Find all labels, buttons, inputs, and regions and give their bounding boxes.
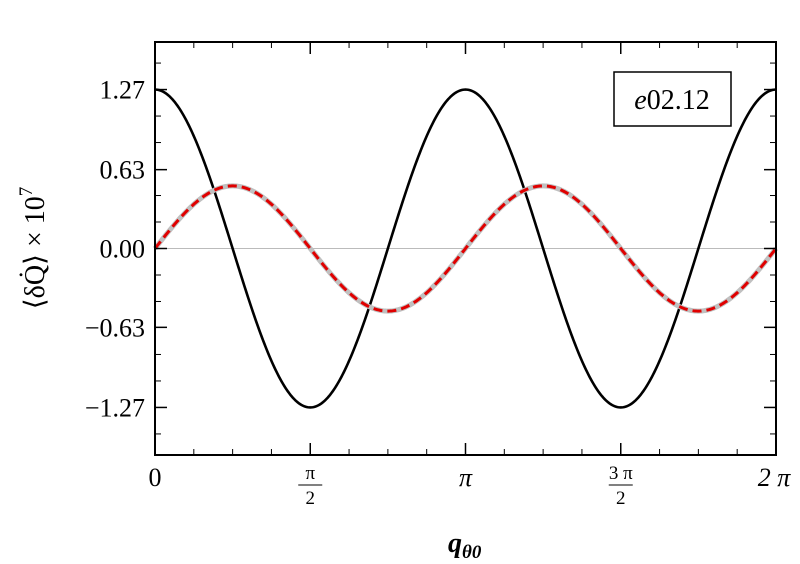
annotation-rest-part: 02.12 (647, 85, 710, 116)
y-tick-label-4: −1.27 (85, 393, 145, 422)
y-axis-title: ⟨δQ̇⟩ × 107 (16, 187, 51, 310)
y-tick-label-0: 1.27 (100, 76, 146, 105)
x-axis-label-main: q (448, 528, 462, 559)
annotation-label: e02.12 (634, 85, 709, 116)
series-line-1 (154, 88, 777, 409)
x-axis-label-sub: θ0 (462, 542, 482, 563)
x-tick-label-4: 2 π (758, 463, 792, 492)
x-tick-label-1: π2 (298, 463, 323, 509)
x-axis-title: qθ0 (448, 528, 482, 563)
x-tick-label-3: 3 π2 (608, 463, 633, 509)
series-layer (153, 88, 778, 409)
y-tick-label-2: 0.00 (100, 235, 146, 264)
y-tick-label-1: 0.63 (100, 156, 146, 185)
x-tick-label-den: 2 (306, 488, 316, 509)
x-tick-label-num: 3 π (609, 463, 633, 484)
y-axis-label-main: ⟨δQ̇⟩ × 10 (20, 196, 51, 309)
x-tick-label-num: π (305, 463, 315, 484)
tick-layer (154, 42, 777, 455)
y-axis-label-exp: 7 (16, 187, 37, 197)
y-tick-label-3: −0.63 (85, 313, 145, 342)
legend-box: e02.12 (613, 71, 732, 127)
legend-frame (613, 71, 732, 127)
x-axis-label: qθ0 (448, 528, 482, 563)
series-line-3 (153, 184, 778, 313)
annotation-italic-part: e (634, 85, 646, 116)
x-tick-label-0: 0 (149, 463, 162, 492)
x-tick-label-den: 2 (616, 488, 626, 509)
x-tick-label-2: π (459, 463, 473, 492)
tick-label-layer: 1.270.630.00−0.63−1.270 π2π 3 π22 π (85, 76, 791, 509)
y-axis-label: ⟨δQ̇⟩ × 107 (16, 187, 51, 310)
